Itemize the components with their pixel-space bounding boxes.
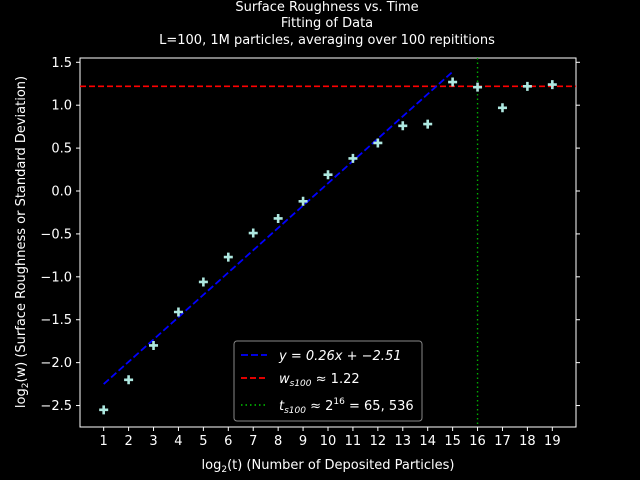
y-tick-label: 1.0 [51,99,72,114]
y-axis-label-math: log [14,388,29,408]
y-axis-label-sub: 2 [21,383,31,389]
y-axis-label-rest: (w) (Surface Roughness or Standard Devia… [14,76,29,383]
y-tick-label: −1.5 [40,313,72,328]
x-tick-label: 7 [249,434,257,449]
x-tick-label: 18 [519,434,536,449]
legend-entry: ts100 ≈ 216 = 65, 536 [279,397,414,416]
data-point [99,405,109,415]
data-point [173,307,183,317]
data-point [522,81,532,91]
x-tick-label: 13 [395,434,412,449]
x-tick-label: 9 [299,434,307,449]
x-tick-label: 16 [469,434,486,449]
x-tick-label: 4 [174,434,182,449]
y-tick-label: −0.5 [40,227,72,242]
legend-box [233,340,423,422]
data-point [547,80,557,90]
chart-subtitle-2: L=100, 1M particles, averaging over 100 … [159,33,495,48]
legend-entry: y = 0.26x + −2.51 [278,349,401,364]
data-point [398,121,408,131]
data-point [273,213,283,223]
data-point [473,82,483,92]
data-point [497,103,507,113]
x-tick-label: 8 [274,434,282,449]
data-point [198,277,208,287]
data-point [323,170,333,180]
x-axis-label-math: log [202,458,222,473]
y-tick-label: 0.5 [51,142,72,157]
x-tick-label: 5 [199,434,207,449]
y-tick-label: −1.0 [40,270,72,285]
x-tick-label: 2 [124,434,132,449]
x-tick-label: 19 [544,434,561,449]
fit-line [103,71,454,385]
x-tick-label: 12 [370,434,387,449]
data-point [149,340,159,350]
data-point [248,228,258,238]
data-point [448,77,458,87]
data-point [423,119,433,129]
y-tick-label: −2.0 [40,356,72,371]
x-tick-label: 10 [320,434,337,449]
y-tick-label: 0.0 [51,185,72,200]
x-tick-label: 6 [224,434,232,449]
data-point [348,153,358,163]
y-tick-label: −2.5 [40,399,72,414]
data-point [373,138,383,148]
x-axis-label-rest: (t) (Number of Deposited Particles) [227,458,454,473]
x-tick-label: 11 [345,434,362,449]
x-axis-label-sub: 2 [221,465,227,475]
chart-subtitle-1: Fitting of Data [281,16,373,31]
x-tick-label: 1 [100,434,108,449]
chart-title: Surface Roughness vs. Time [235,0,418,15]
legend-entry: ws100 ≈ 1.22 [279,372,360,389]
x-tick-label: 17 [494,434,511,449]
x-tick-label: 15 [444,434,461,449]
data-point [124,375,134,385]
data-point [223,252,233,262]
y-tick-label: 1.5 [51,56,72,71]
x-axis-label: log2(t) (Number of Deposited Particles) [202,458,455,475]
y-axis-label: log2(w) (Surface Roughness or Standard D… [14,76,31,408]
x-tick-label: 14 [419,434,436,449]
x-tick-label: 3 [149,434,157,449]
data-point [298,196,308,206]
